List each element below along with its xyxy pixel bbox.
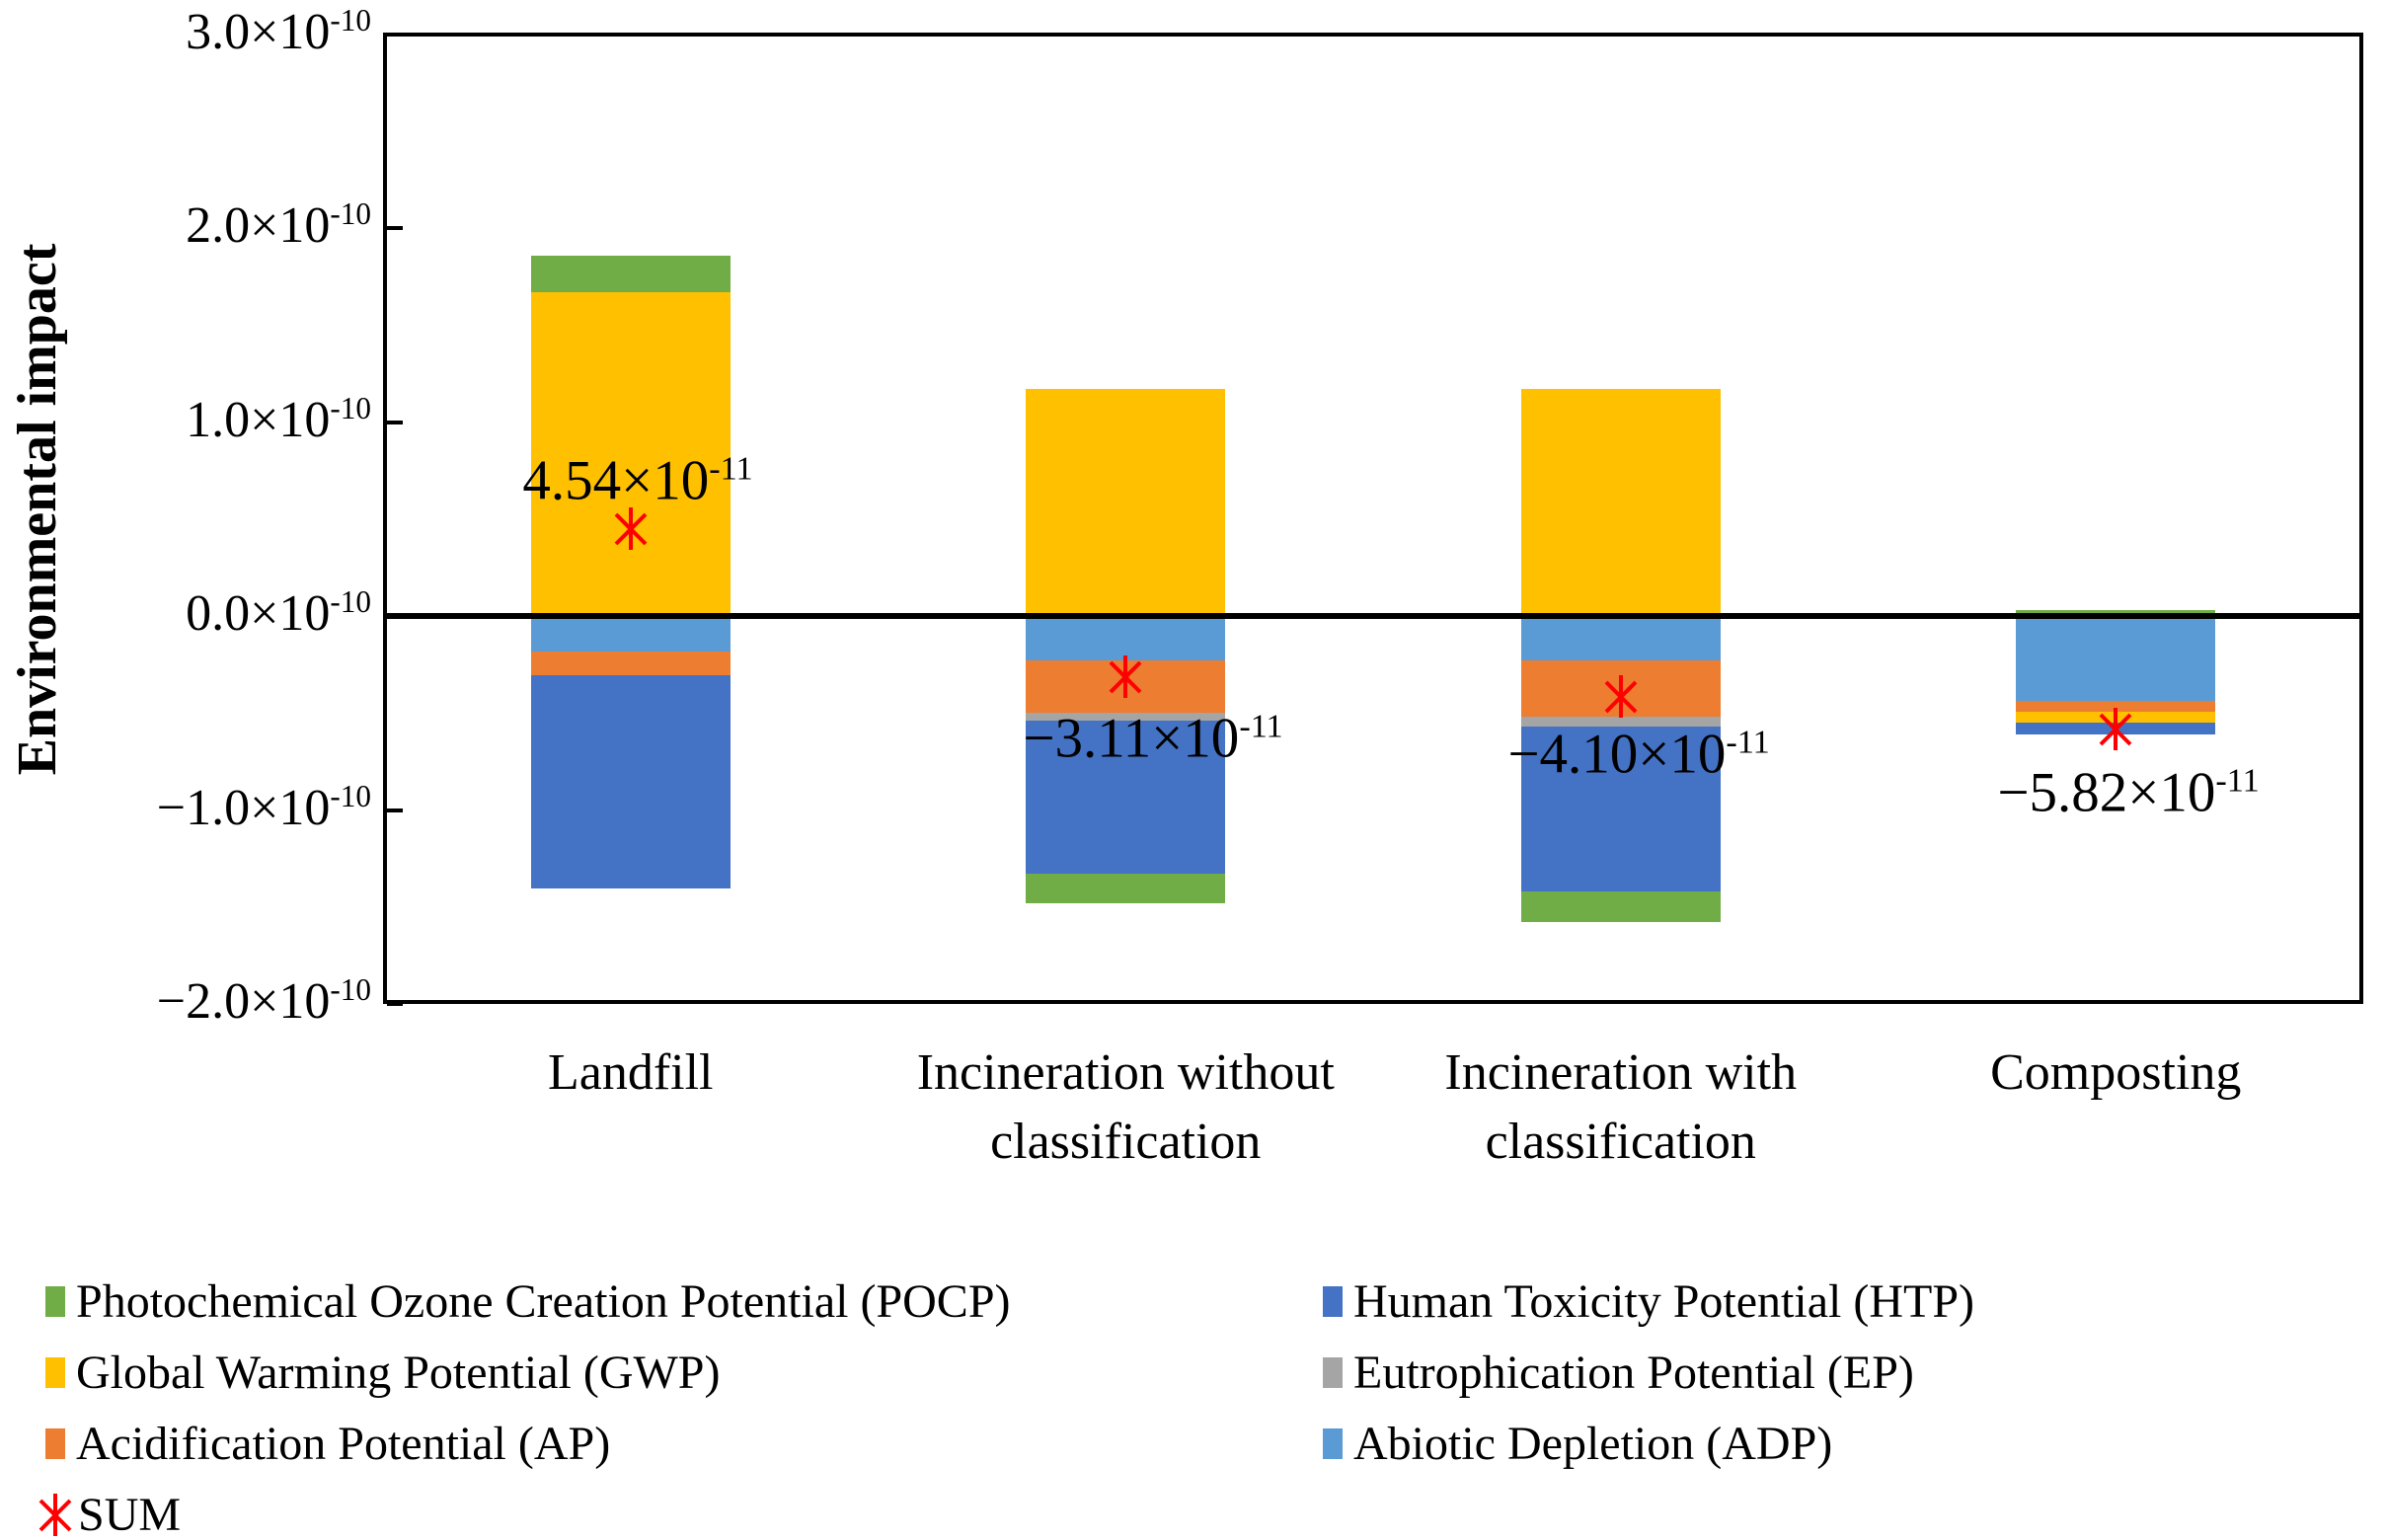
- legend-item-ap: Acidification Potential (AP): [45, 1408, 1011, 1479]
- y-tick-label: 1.0×10-10: [186, 390, 371, 448]
- legend-item-gwp: Global Warming Potential (GWP): [45, 1337, 1011, 1408]
- sum-asterisk-icon: [1604, 674, 1638, 718]
- bar-segment-adp: [530, 616, 731, 653]
- sum-value-label: −3.11×10-11: [1023, 707, 1283, 770]
- bar-segment-htp: [1520, 727, 1721, 892]
- sum-value-label: 4.54×10-11: [522, 449, 753, 512]
- legend-item-adp: Abiotic Depletion (ADP): [1323, 1408, 1974, 1479]
- sum-value-label: −5.82×10-11: [1997, 761, 2260, 824]
- sum-marker: [2096, 707, 2135, 751]
- x-category-label: Landfill: [547, 1044, 714, 1101]
- bar-segment-ap: [2016, 701, 2216, 713]
- bar-segment-adp: [1520, 616, 1721, 661]
- legend-item-sum: SUM: [38, 1479, 1011, 1540]
- legend-swatch-ep-icon: [1323, 1356, 1343, 1388]
- legend-label: Eutrophication Potential (EP): [1353, 1346, 1914, 1399]
- legend-item-ep: Eutrophication Potential (EP): [1323, 1337, 1974, 1408]
- legend-column-left: Photochemical Ozone Creation Potential (…: [38, 1266, 1011, 1540]
- bar-segment-gwp: [530, 291, 731, 616]
- legend-label: Acidification Potential (AP): [76, 1417, 611, 1470]
- bar-segment-ap: [530, 652, 731, 675]
- legend-swatch-pocp-icon: [45, 1285, 65, 1317]
- sum-asterisk-icon: [2099, 708, 2132, 751]
- y-tick-label: 0.0×10-10: [186, 583, 371, 643]
- sum-marker: [611, 506, 651, 550]
- y-tick-mark: [387, 808, 403, 812]
- legend-swatch-ap-icon: [45, 1427, 65, 1459]
- legend-swatch-gwp-icon: [45, 1356, 65, 1388]
- bar-segment-gwp: [1520, 389, 1721, 616]
- y-tick-label: 2.0×10-10: [186, 195, 371, 255]
- bar-segment-adp: [1026, 616, 1226, 661]
- bar-segment-gwp: [1026, 389, 1226, 616]
- sum-marker: [1601, 674, 1641, 718]
- legend-item-pocp: Photochemical Ozone Creation Potential (…: [45, 1266, 1011, 1337]
- legend-item-htp: Human Toxicity Potential (HTP): [1323, 1266, 1974, 1337]
- sum-asterisk-icon: [1109, 655, 1142, 699]
- legend-label: Abiotic Depletion (ADP): [1353, 1417, 1833, 1470]
- y-tick-mark: [387, 32, 403, 37]
- y-tick-mark: [387, 1002, 403, 1006]
- bar-segment-ep: [1026, 713, 1226, 722]
- sum-value-label: −4.10×10-11: [1507, 723, 1770, 786]
- y-tick-label: 3.0×10-10: [186, 2, 371, 60]
- sum-marker: [1106, 654, 1145, 699]
- sum-asterisk-icon: [38, 1494, 72, 1536]
- legend-sum-asterisk-icon: [36, 1493, 77, 1536]
- bar-segment-ep: [1520, 717, 1721, 727]
- bar-segment-htp: [1026, 721, 1226, 874]
- plot-area: [383, 33, 2363, 1004]
- zero-axis-line: [383, 613, 2363, 619]
- y-tick-mark: [387, 420, 403, 424]
- legend-column-right: Human Toxicity Potential (HTP) Eutrophica…: [1323, 1266, 1974, 1479]
- legend-label: Human Toxicity Potential (HTP): [1353, 1274, 1975, 1328]
- bar-segment-htp: [530, 674, 731, 889]
- legend-swatch-adp-icon: [1323, 1427, 1343, 1459]
- legend-label: Global Warming Potential (GWP): [76, 1346, 721, 1399]
- legend-label: SUM: [78, 1488, 182, 1540]
- y-tick-mark: [387, 226, 403, 230]
- y-tick-label: −1.0×10-10: [156, 778, 371, 836]
- x-category-label: Composting: [1990, 1044, 2242, 1101]
- bar-segment-pocp: [1026, 873, 1226, 903]
- bar-segment-pocp: [1520, 891, 1721, 923]
- x-category-label: Incineration without classification: [916, 1044, 1335, 1170]
- legend-label: Photochemical Ozone Creation Potential (…: [76, 1274, 1011, 1328]
- legend-swatch-htp-icon: [1323, 1285, 1343, 1317]
- bar-segment-adp: [2016, 616, 2216, 702]
- y-tick-label: −2.0×10-10: [156, 971, 371, 1031]
- x-category-label: Incineration with classification: [1444, 1044, 1798, 1170]
- sum-asterisk-icon: [614, 506, 648, 550]
- bar-segment-pocp: [530, 255, 731, 292]
